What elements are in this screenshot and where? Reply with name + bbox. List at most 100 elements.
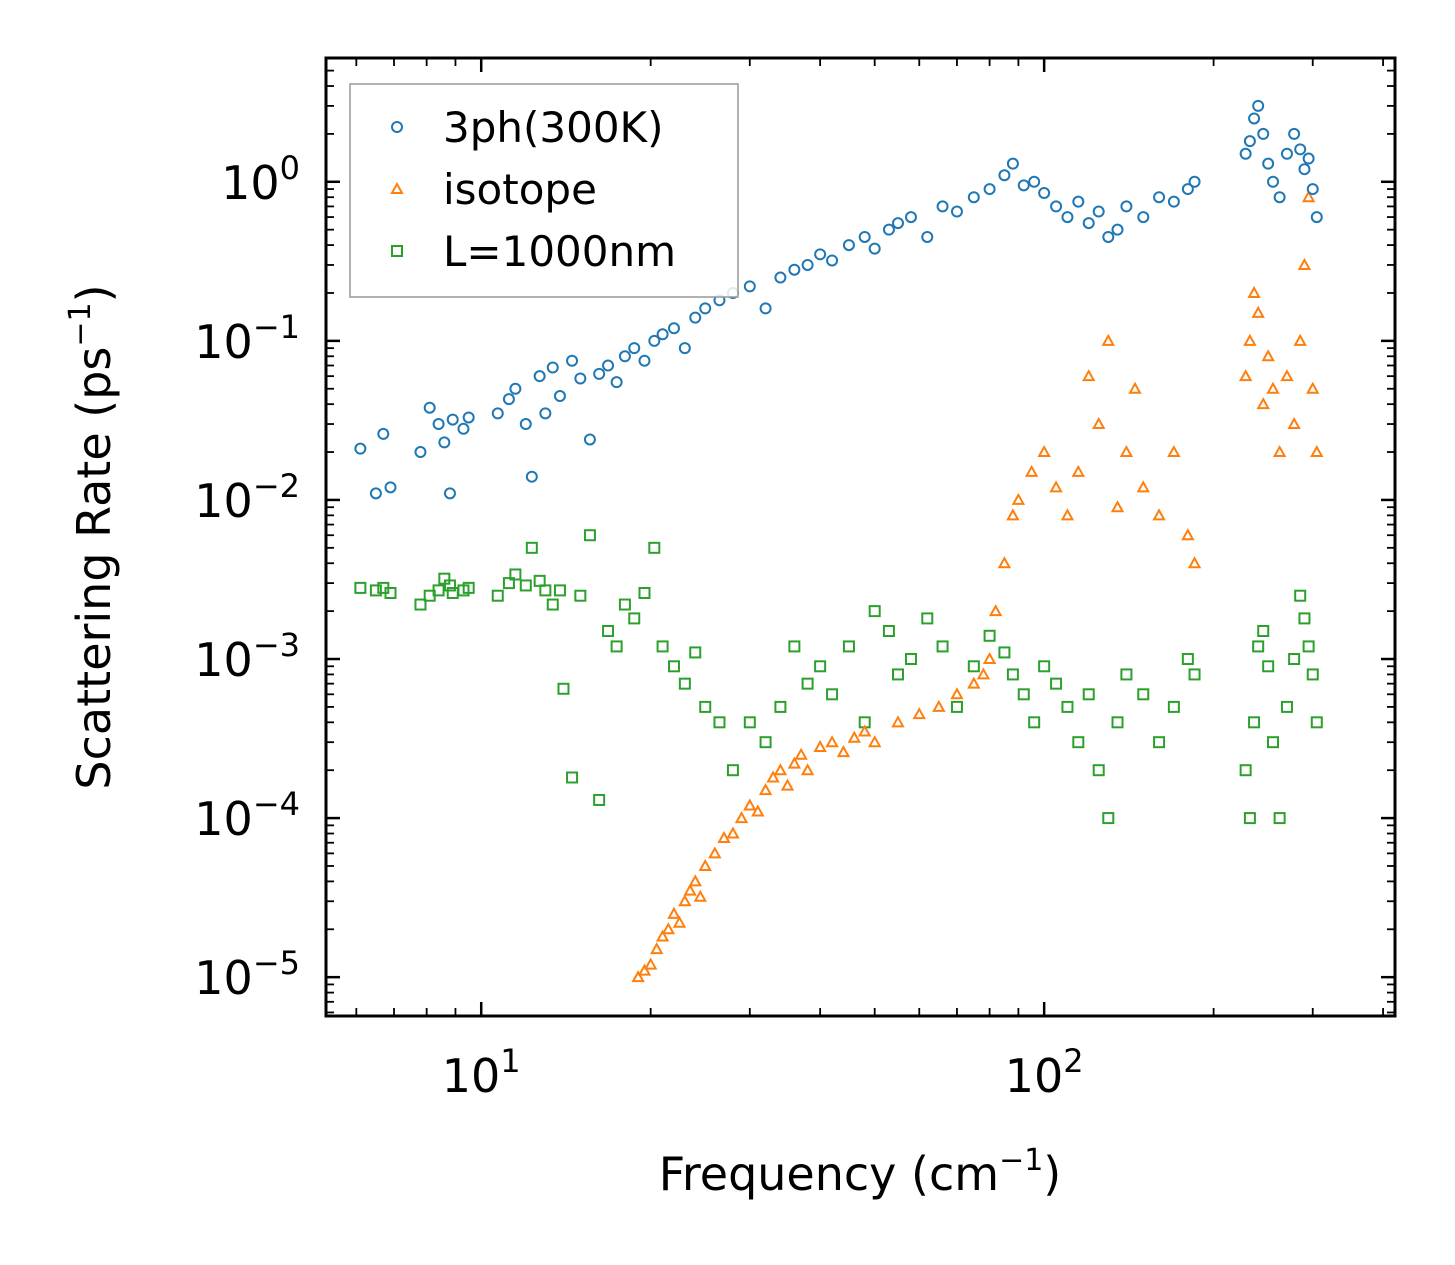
circle-point — [1294, 143, 1307, 156]
square-point — [354, 581, 367, 594]
triangle-point — [667, 906, 681, 919]
square-point — [713, 716, 726, 729]
square-point — [638, 587, 651, 600]
triangle-point — [800, 763, 815, 776]
triangle-point — [1119, 444, 1134, 458]
square-point — [553, 584, 566, 597]
square-point — [1248, 716, 1261, 729]
circle-point — [667, 322, 680, 335]
circle-point — [1280, 147, 1293, 160]
triangle-point — [997, 556, 1012, 569]
square-point — [519, 579, 532, 592]
square-point — [1006, 668, 1019, 681]
circle-point — [1257, 127, 1270, 140]
triangle-point — [1092, 416, 1106, 430]
triangle-point — [1266, 381, 1280, 394]
triangle-point — [813, 739, 827, 752]
square-point — [1294, 589, 1307, 602]
circle-point — [446, 413, 459, 426]
square-point — [546, 598, 559, 611]
triangle-point — [672, 915, 687, 928]
triangle-point — [1110, 500, 1125, 513]
circle-point — [443, 487, 456, 500]
triangle-point — [758, 783, 773, 796]
triangle-point — [1301, 190, 1316, 203]
x-axis-title-exponent: −1 — [999, 1143, 1043, 1178]
square-point — [983, 629, 996, 642]
circle-point — [882, 223, 895, 236]
circle-point — [1120, 200, 1133, 213]
square-point — [432, 584, 445, 597]
triangle-point — [1060, 508, 1075, 521]
circle-point — [1302, 152, 1315, 165]
triangle-point — [1280, 369, 1294, 382]
circle-point — [678, 342, 691, 355]
circle-point — [438, 436, 451, 449]
square-point — [628, 612, 641, 625]
square-point — [593, 793, 606, 806]
square-point — [699, 700, 712, 713]
square-point — [533, 574, 546, 587]
triangle-point — [847, 730, 862, 743]
triangle-point — [932, 699, 946, 712]
square-point — [726, 764, 739, 777]
square-point — [1167, 700, 1180, 713]
square-point — [1310, 716, 1323, 729]
circle-point — [491, 407, 504, 420]
circle-point — [533, 370, 546, 383]
circle-point — [921, 230, 934, 243]
square-point — [525, 541, 538, 554]
square-point — [1280, 700, 1293, 713]
legend-label-3ph: 3ph(300K) — [443, 103, 663, 152]
y-axis-title: Scattering Rate (ps−1) — [63, 284, 121, 789]
square-point — [1092, 764, 1105, 777]
square-point — [1267, 736, 1280, 749]
triangle-point — [982, 651, 997, 665]
triangle-point — [661, 922, 676, 935]
square-point — [1252, 640, 1265, 653]
circle-point — [1092, 205, 1105, 218]
plot-frame — [324, 56, 1397, 1018]
circle-point — [1243, 135, 1256, 148]
triangle-point — [1006, 508, 1020, 521]
legend: 3ph(300K) isotope L=1000nm — [349, 83, 739, 298]
triangle-point — [637, 963, 652, 976]
circle-point — [689, 311, 702, 324]
square-point — [1137, 688, 1150, 701]
triangle-point — [825, 735, 839, 748]
x-tick-label: 101 — [442, 1042, 521, 1103]
triangle-point — [891, 715, 905, 728]
square-point — [384, 587, 397, 600]
square-point — [1181, 653, 1194, 666]
circle-point — [1252, 99, 1265, 112]
square-point — [678, 677, 691, 690]
circle-point — [384, 481, 397, 494]
square-point — [967, 660, 980, 673]
square-point — [1050, 677, 1063, 690]
square-point — [801, 677, 814, 690]
circle-point — [610, 376, 623, 389]
triangle-point — [780, 778, 795, 791]
triangle-point — [1297, 257, 1312, 270]
square-point — [1239, 764, 1252, 777]
circle-point — [1061, 211, 1074, 224]
triangle-point — [693, 889, 707, 902]
circle-point — [1006, 157, 1019, 170]
legend-marker-boundary — [391, 245, 403, 257]
triangle-point — [1082, 369, 1096, 382]
circle-point — [628, 342, 641, 355]
circle-point — [774, 271, 787, 284]
square-point — [1288, 653, 1301, 666]
circle-point — [546, 361, 559, 374]
square-point — [1017, 688, 1030, 701]
triangle-point — [655, 929, 670, 942]
circle-point — [1188, 175, 1201, 188]
square-point — [936, 640, 949, 653]
square-point — [602, 625, 615, 638]
triangle-point — [650, 942, 664, 955]
y-tick-label: 10−1 — [194, 308, 300, 369]
triangle-point — [1167, 444, 1181, 458]
triangle-point — [1071, 464, 1086, 477]
x-tick-label: 102 — [1005, 1042, 1084, 1103]
circle-point — [457, 422, 470, 435]
